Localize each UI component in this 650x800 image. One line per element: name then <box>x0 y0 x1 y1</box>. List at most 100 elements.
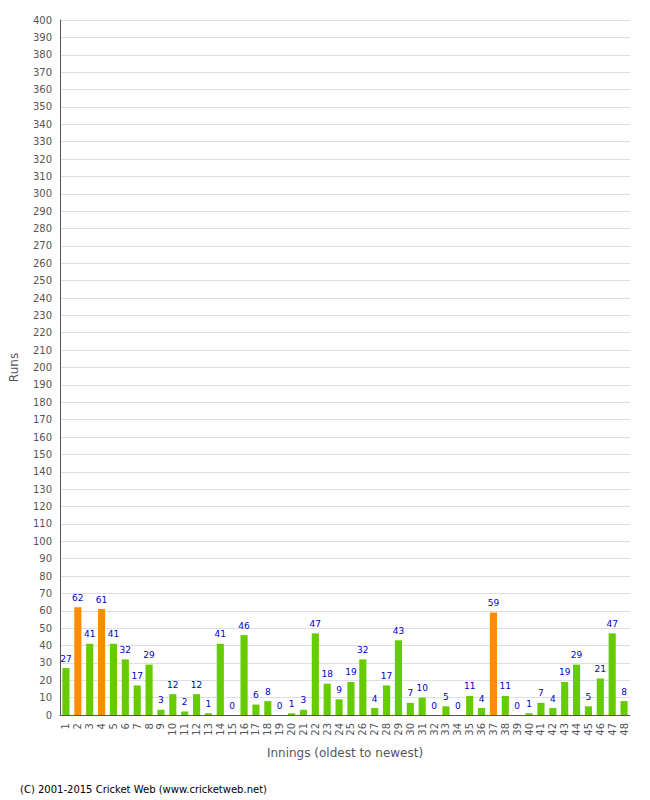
svg-text:41: 41 <box>108 629 119 639</box>
svg-text:140: 140 <box>33 466 52 477</box>
svg-text:190: 190 <box>33 379 52 390</box>
svg-text:120: 120 <box>33 501 52 512</box>
svg-text:210: 210 <box>33 345 52 356</box>
svg-text:250: 250 <box>33 275 52 286</box>
svg-text:0: 0 <box>277 701 283 711</box>
svg-text:70: 70 <box>39 588 52 599</box>
svg-text:29: 29 <box>393 723 404 736</box>
svg-text:32: 32 <box>357 645 368 655</box>
svg-text:170: 170 <box>33 414 52 425</box>
svg-text:60: 60 <box>39 605 52 616</box>
svg-text:4: 4 <box>550 694 556 704</box>
svg-text:330: 330 <box>33 136 52 147</box>
svg-text:26: 26 <box>357 723 368 736</box>
svg-text:390: 390 <box>33 32 52 43</box>
svg-text:29: 29 <box>143 650 155 660</box>
svg-text:43: 43 <box>559 723 570 736</box>
svg-text:11: 11 <box>464 681 475 691</box>
svg-text:280: 280 <box>33 223 52 234</box>
svg-text:380: 380 <box>33 49 52 60</box>
svg-text:80: 80 <box>39 571 52 582</box>
svg-text:48: 48 <box>619 723 630 736</box>
svg-text:41: 41 <box>535 723 546 736</box>
svg-text:46: 46 <box>595 723 606 736</box>
svg-text:50: 50 <box>39 623 52 634</box>
svg-text:29: 29 <box>571 650 583 660</box>
svg-text:220: 220 <box>33 327 52 338</box>
svg-text:230: 230 <box>33 310 52 321</box>
svg-text:17: 17 <box>131 671 142 681</box>
svg-text:2: 2 <box>182 697 188 707</box>
svg-text:27: 27 <box>60 654 71 664</box>
svg-text:32: 32 <box>120 645 131 655</box>
svg-text:10: 10 <box>167 723 178 736</box>
svg-text:0: 0 <box>455 701 461 711</box>
svg-text:14: 14 <box>215 723 226 736</box>
svg-text:0: 0 <box>514 701 520 711</box>
svg-text:1: 1 <box>60 723 71 729</box>
svg-text:7: 7 <box>407 688 413 698</box>
svg-text:11: 11 <box>500 681 511 691</box>
svg-text:23: 23 <box>322 723 333 736</box>
svg-text:40: 40 <box>39 640 52 651</box>
svg-text:21: 21 <box>595 664 606 674</box>
svg-text:260: 260 <box>33 258 52 269</box>
svg-text:300: 300 <box>33 188 52 199</box>
svg-text:47: 47 <box>607 723 618 736</box>
svg-text:9: 9 <box>155 723 166 729</box>
svg-text:240: 240 <box>33 293 52 304</box>
svg-text:4: 4 <box>372 694 378 704</box>
svg-text:18: 18 <box>262 723 273 736</box>
svg-text:400: 400 <box>33 15 52 26</box>
svg-text:100: 100 <box>33 536 52 547</box>
svg-text:18: 18 <box>321 669 333 679</box>
svg-text:38: 38 <box>500 723 511 736</box>
svg-text:320: 320 <box>33 154 52 165</box>
svg-text:0: 0 <box>46 710 52 721</box>
svg-text:6: 6 <box>120 723 131 729</box>
svg-text:41: 41 <box>84 629 95 639</box>
svg-text:33: 33 <box>440 723 451 736</box>
svg-text:10: 10 <box>39 692 52 703</box>
svg-text:200: 200 <box>33 362 52 373</box>
svg-text:17: 17 <box>381 671 392 681</box>
svg-text:370: 370 <box>33 67 52 78</box>
svg-text:17: 17 <box>250 723 261 736</box>
svg-text:35: 35 <box>464 723 475 736</box>
svg-text:1: 1 <box>289 699 295 709</box>
svg-text:8: 8 <box>144 723 155 729</box>
svg-text:(C) 2001-2015 Cricket Web (www: (C) 2001-2015 Cricket Web (www.cricketwe… <box>20 784 267 795</box>
svg-text:110: 110 <box>33 518 52 529</box>
svg-text:0: 0 <box>229 701 235 711</box>
svg-text:25: 25 <box>345 723 356 736</box>
svg-text:62: 62 <box>72 593 83 603</box>
svg-text:3: 3 <box>84 723 95 729</box>
svg-text:5: 5 <box>586 692 592 702</box>
svg-text:6: 6 <box>253 690 259 700</box>
svg-text:8: 8 <box>265 687 271 697</box>
svg-text:20: 20 <box>39 675 52 686</box>
svg-text:4: 4 <box>96 723 107 729</box>
svg-text:290: 290 <box>33 206 52 217</box>
svg-text:180: 180 <box>33 397 52 408</box>
svg-text:13: 13 <box>203 723 214 736</box>
svg-text:7: 7 <box>538 688 544 698</box>
svg-text:61: 61 <box>96 595 107 605</box>
svg-text:10: 10 <box>416 683 428 693</box>
svg-text:43: 43 <box>393 626 404 636</box>
svg-text:11: 11 <box>179 723 190 736</box>
svg-text:Innings (oldest to newest): Innings (oldest to newest) <box>267 746 423 760</box>
svg-text:5: 5 <box>443 692 449 702</box>
svg-text:270: 270 <box>33 240 52 251</box>
svg-text:130: 130 <box>33 484 52 495</box>
svg-text:3: 3 <box>301 695 307 705</box>
svg-text:12: 12 <box>167 680 178 690</box>
svg-text:39: 39 <box>512 723 523 736</box>
svg-text:7: 7 <box>132 723 143 729</box>
svg-text:47: 47 <box>310 619 321 629</box>
svg-text:360: 360 <box>33 84 52 95</box>
svg-text:47: 47 <box>606 619 617 629</box>
svg-text:340: 340 <box>33 119 52 130</box>
svg-text:90: 90 <box>39 553 52 564</box>
svg-text:8: 8 <box>621 687 627 697</box>
